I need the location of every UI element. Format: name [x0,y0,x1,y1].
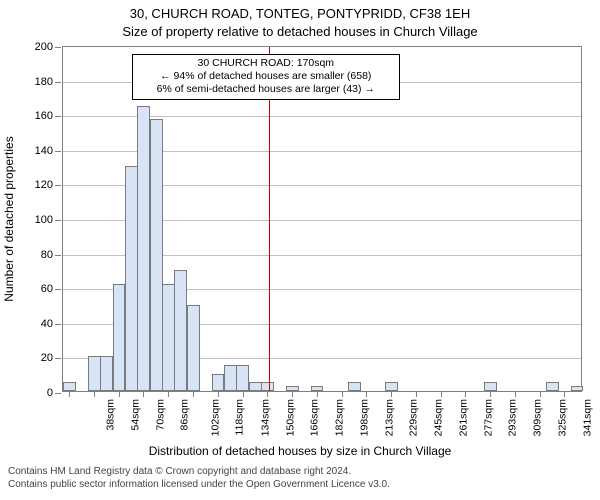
x-tick [119,391,120,397]
y-tick-label: 140 [35,145,63,157]
y-tick-label: 40 [41,318,63,330]
x-tick [143,391,144,397]
x-tick-label: 245sqm [432,399,444,436]
footnote-line2: Contains public sector information licen… [8,479,390,492]
x-tick-label: 309sqm [532,399,544,436]
bar [571,386,584,391]
plot-area: 02040608010012014016018020038sqm54sqm70s… [62,46,582,392]
chart-title-line2: Size of property relative to detached ho… [0,24,600,39]
x-tick-label: 198sqm [358,399,370,436]
bar [125,166,138,391]
y-tick-label: 120 [35,179,63,191]
bar [174,270,187,391]
x-tick [391,391,392,397]
x-tick-label: 102sqm [210,399,222,436]
x-tick [441,391,442,397]
bar [224,365,237,391]
x-tick-label: 86sqm [179,399,191,431]
x-tick [69,391,70,397]
x-tick-label: 213sqm [383,399,395,436]
annotation-line: 30 CHURCH ROAD: 170sqm [139,57,393,70]
y-axis-label: Number of detached properties [2,136,16,301]
annotation-line: 6% of semi-detached houses are larger (4… [139,83,393,96]
x-tick-label: 166sqm [309,399,321,436]
x-tick [193,391,194,397]
x-tick-label: 118sqm [234,399,246,436]
bar [187,305,200,392]
footnote-line1: Contains HM Land Registry data © Crown c… [8,466,390,479]
y-tick-label: 200 [35,41,63,53]
bar [546,382,559,391]
x-tick [490,391,491,397]
bar [113,284,126,391]
x-tick-label: 38sqm [105,399,117,431]
bar [88,356,101,391]
x-axis-label: Distribution of detached houses by size … [0,444,600,458]
x-tick [168,391,169,397]
x-tick [317,391,318,397]
bar [212,374,225,391]
bar [63,382,76,391]
bar [137,106,150,391]
y-tick-label: 60 [41,283,63,295]
bar [100,356,113,391]
bar [249,382,262,391]
y-tick-label: 80 [41,249,63,261]
x-tick-label: 182sqm [333,399,345,436]
annotation-line: ← 94% of detached houses are smaller (65… [139,70,393,83]
x-tick-label: 325sqm [556,399,568,436]
x-tick [540,391,541,397]
bar [261,382,274,391]
bar [348,382,361,391]
x-tick-label: 134sqm [259,399,271,436]
x-tick-label: 229sqm [408,399,420,436]
x-tick [416,391,417,397]
x-tick [267,391,268,397]
x-tick-label: 150sqm [284,399,296,436]
y-tick-label: 100 [35,214,63,226]
bar [162,284,175,391]
footnote: Contains HM Land Registry data © Crown c… [8,466,390,491]
chart-title-line1: 30, CHURCH ROAD, TONTEG, PONTYPRIDD, CF3… [0,6,600,21]
bar [236,365,249,391]
x-tick [342,391,343,397]
y-tick-label: 20 [41,352,63,364]
x-tick-label: 261sqm [457,399,469,436]
bar [385,382,398,391]
x-tick [218,391,219,397]
x-tick [465,391,466,397]
x-tick-label: 277sqm [482,399,494,436]
y-tick-label: 0 [47,387,63,399]
x-tick-label: 293sqm [507,399,519,436]
figure: 30, CHURCH ROAD, TONTEG, PONTYPRIDD, CF3… [0,0,600,500]
y-tick-label: 160 [35,110,63,122]
annotation-box: 30 CHURCH ROAD: 170sqm← 94% of detached … [132,54,400,100]
x-tick [94,391,95,397]
x-tick [292,391,293,397]
x-tick [243,391,244,397]
bar [150,119,163,391]
x-tick [564,391,565,397]
bar [484,382,497,391]
x-tick [515,391,516,397]
y-tick-label: 180 [35,76,63,88]
x-tick-label: 70sqm [154,399,166,431]
x-tick [366,391,367,397]
x-tick-label: 54sqm [129,399,141,431]
x-tick-label: 341sqm [581,399,593,436]
